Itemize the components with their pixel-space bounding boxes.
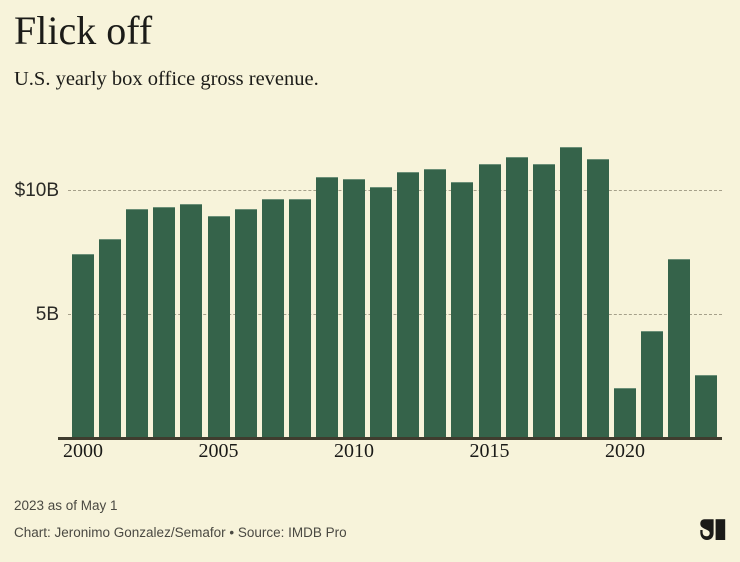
- bar-2022[interactable]: [668, 258, 691, 440]
- bar-2023[interactable]: [695, 375, 718, 440]
- bar-2014[interactable]: [451, 181, 474, 440]
- bar-2006[interactable]: [234, 209, 257, 440]
- bar-2012[interactable]: [397, 171, 420, 440]
- x-tick-2005: 2005: [198, 440, 239, 462]
- bar-2009[interactable]: [315, 176, 338, 440]
- x-tick-2015: 2015: [469, 440, 510, 462]
- semafor-logo: [700, 518, 726, 546]
- bar-2007[interactable]: [261, 199, 284, 440]
- bar-2018[interactable]: [559, 146, 582, 440]
- gridline-5B: 5B: [36, 304, 722, 325]
- x-axis-baseline: [58, 437, 722, 440]
- x-tick-2020: 2020: [605, 440, 645, 462]
- x-tick-2000: 2000: [63, 440, 103, 462]
- bar-2016[interactable]: [505, 156, 528, 440]
- footer-note: 2023 as of May 1: [14, 498, 118, 513]
- bar-2013[interactable]: [424, 169, 447, 440]
- bar-2011[interactable]: [370, 186, 393, 440]
- footer-credit: Chart: Jeronimo Gonzalez/Semafor • Sourc…: [14, 525, 347, 540]
- bars-group: [68, 132, 722, 440]
- bar-2021[interactable]: [641, 330, 664, 440]
- bar-2017[interactable]: [532, 164, 555, 440]
- chart-subtitle: U.S. yearly box office gross revenue.: [14, 68, 319, 90]
- page-title: Flick off: [14, 8, 153, 53]
- chart-footer: 2023 as of May 1 Chart: Jeronimo Gonzale…: [14, 498, 674, 541]
- bar-chart-plot: $10B 5B 2000 2005 2010 2015 2020: [15, 130, 722, 462]
- bar-2002[interactable]: [126, 209, 149, 440]
- y-axis-label: $10B: [14, 179, 59, 201]
- bar-2010[interactable]: [343, 179, 365, 440]
- chart-header: Flick off U.S. yearly box office gross r…: [14, 8, 724, 92]
- bar-2000[interactable]: [72, 253, 94, 440]
- x-tick-2010: 2010: [334, 440, 374, 462]
- bar-2008[interactable]: [288, 199, 311, 440]
- bar-2015[interactable]: [478, 164, 501, 440]
- bar-2004[interactable]: [180, 204, 203, 440]
- bar-2020[interactable]: [614, 387, 636, 440]
- y-axis-label: 5B: [35, 303, 59, 325]
- bar-2019[interactable]: [586, 159, 609, 440]
- gridline-10B: $10B: [15, 180, 722, 201]
- bar-2005[interactable]: [207, 216, 230, 440]
- bar-2003[interactable]: [153, 206, 176, 440]
- bar-2001[interactable]: [99, 238, 122, 440]
